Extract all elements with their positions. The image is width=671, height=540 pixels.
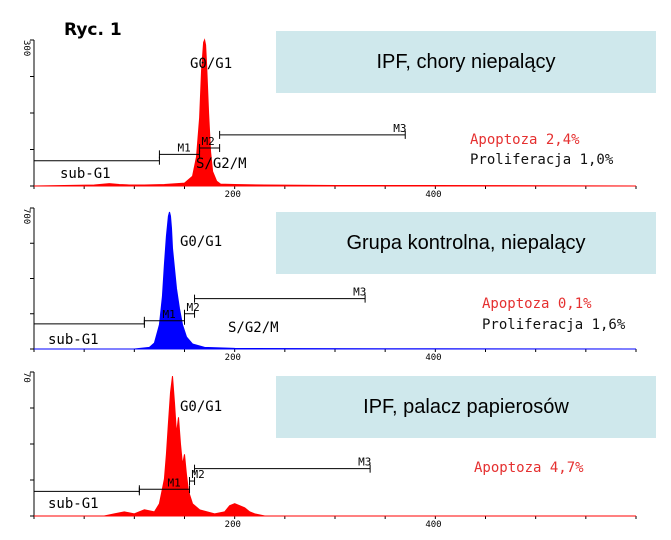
g0g1-label: G0/G1 xyxy=(180,234,222,250)
sg2m-label: S/G2/M xyxy=(228,320,279,336)
m3-label: M3 xyxy=(393,122,406,135)
apoptosis-label-1: Apoptoza 2,4% xyxy=(470,132,580,148)
m2-label: M2 xyxy=(192,468,205,481)
y-tick-label: 700 xyxy=(21,208,31,224)
x-tick-label-400: 400 xyxy=(425,353,441,363)
proliferation-label-1: Proliferacja 1,0% xyxy=(470,152,614,168)
apoptosis-label-2: Apoptoza 0,1% xyxy=(482,296,592,312)
histogram-panel-3: 70 200 400 M1 M2 M3 G0/G1 sub-G1 IPF, palacz pa… xyxy=(0,368,671,540)
x-tick-label-200: 200 xyxy=(225,520,241,530)
histogram-area xyxy=(34,376,636,517)
panel-title-2: Grupa kontrolna, niepalący xyxy=(276,212,656,274)
sg2m-label: S/G2/M xyxy=(196,156,247,172)
x-tick-label-400: 400 xyxy=(425,520,441,530)
m2-label: M2 xyxy=(202,135,215,148)
panel-title-3: IPF, palacz papierosów xyxy=(276,376,656,438)
x-tick-label-400: 400 xyxy=(425,190,441,200)
m1-label: M1 xyxy=(163,308,176,321)
m2-label: M2 xyxy=(187,301,200,314)
histogram-area xyxy=(33,38,637,187)
x-tick-label-200: 200 xyxy=(225,353,241,363)
m1-label: M1 xyxy=(168,476,181,489)
figure-label: Ryc. 1 xyxy=(64,20,122,40)
subg1-label: sub-G1 xyxy=(48,496,99,512)
histogram-panel-1: 300 200 400 M1 M2 M3 G0/G1 sub-G1 S/G2/M IPF, ch… xyxy=(0,0,671,200)
panel-title-1: IPF, chory niepalący xyxy=(276,31,656,93)
y-tick-label: 300 xyxy=(21,40,31,56)
m3-label: M3 xyxy=(353,286,366,299)
subg1-label: sub-G1 xyxy=(48,332,99,348)
histogram-panel-2: 700 200 400 M1 M2 M3 G0/G1 sub-G1 S/G2/M Grupa k… xyxy=(0,200,671,368)
apoptosis-label-3: Apoptoza 4,7% xyxy=(474,460,584,476)
histogram-chart-3: 70 200 400 M1 M2 M3 G0/G1 sub-G1 xyxy=(21,371,637,530)
y-tick-label: 70 xyxy=(21,372,31,383)
m3-label: M3 xyxy=(358,456,371,469)
x-tick-label-200: 200 xyxy=(225,190,241,200)
proliferation-label-2: Proliferacja 1,6% xyxy=(482,317,626,333)
g0g1-label: G0/G1 xyxy=(180,399,222,415)
m1-label: M1 xyxy=(178,141,191,154)
subg1-label: sub-G1 xyxy=(60,166,111,182)
g0g1-label: G0/G1 xyxy=(190,56,232,72)
histogram-chart-1: 300 200 400 M1 M2 M3 G0/G1 sub-G1 S/G2/M xyxy=(21,38,637,200)
histogram-area xyxy=(34,211,637,350)
histogram-chart-2: 700 200 400 M1 M2 M3 G0/G1 sub-G1 S/G2/M xyxy=(21,207,637,363)
